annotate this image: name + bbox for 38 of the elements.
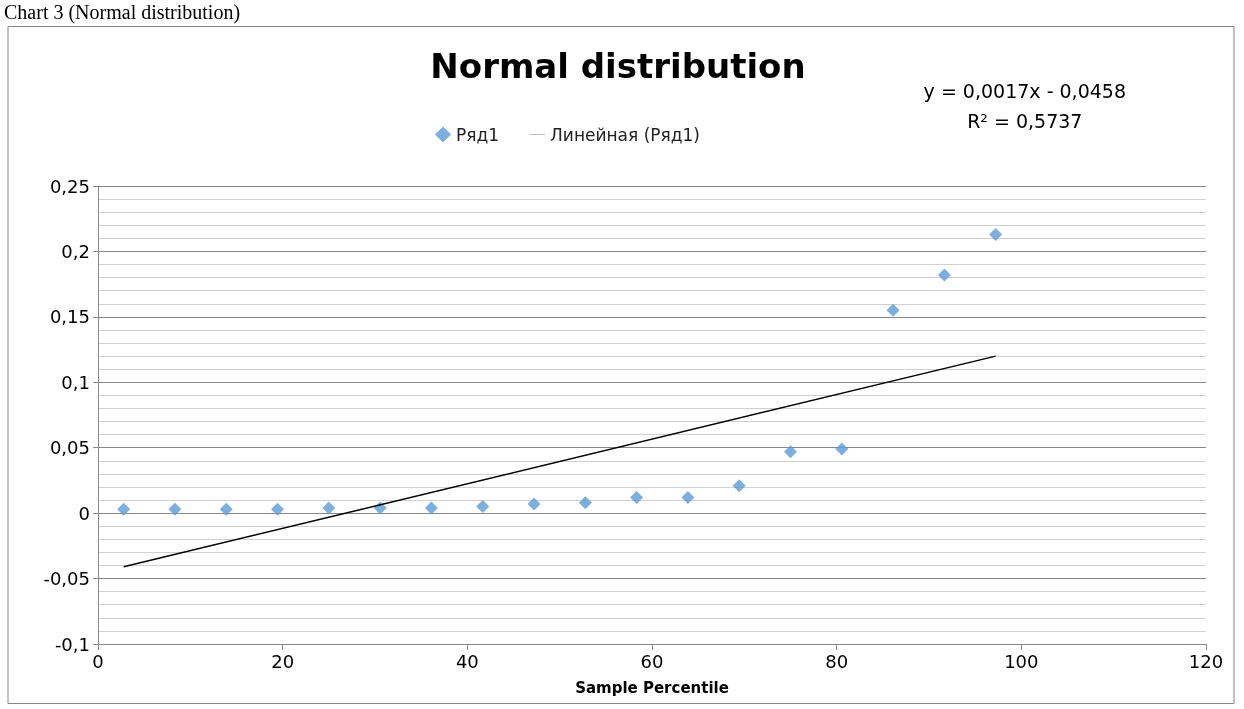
point — [578, 496, 592, 510]
y-tick-label: 0,2 — [61, 240, 90, 262]
y-tick-label: 0 — [78, 502, 90, 524]
x-tick-label: 120 — [1188, 650, 1224, 672]
point — [271, 502, 284, 516]
point — [168, 502, 182, 516]
point — [630, 490, 644, 504]
point — [424, 501, 438, 515]
legend-label: Линейная (Ряд1) — [550, 124, 700, 145]
y-tick-label: -0,1 — [54, 633, 90, 655]
x-tick-label: 20 — [271, 650, 295, 672]
point — [322, 501, 336, 515]
point — [732, 479, 746, 493]
x-tick-label: 100 — [1004, 650, 1039, 672]
x-tick-label: 80 — [825, 650, 849, 672]
y-tick-label: 0,1 — [61, 371, 90, 393]
x-tick-label: 40 — [455, 650, 479, 672]
caption: Chart 3 (Normal distribution) — [4, 0, 241, 24]
point — [476, 500, 490, 514]
point — [117, 502, 131, 516]
point — [219, 502, 233, 516]
y-tick-label: -0,05 — [43, 568, 90, 590]
point — [784, 445, 797, 459]
y-tick-label: 0,15 — [49, 306, 90, 328]
point — [681, 490, 695, 504]
point — [835, 442, 849, 456]
legend-label: Ряд1 — [456, 124, 500, 145]
chart-title: Normal distribution — [430, 46, 806, 86]
point — [937, 268, 951, 282]
point — [989, 227, 1003, 241]
x-tick-label: 0 — [92, 650, 104, 672]
y-tick-label: 0,05 — [49, 437, 90, 459]
y-tick-label: 0,25 — [49, 175, 90, 197]
point — [886, 303, 900, 317]
x-tick-label: 60 — [640, 650, 664, 672]
text: y = 0,0017x - 0,0458 R² = 0,5737 — [923, 80, 1126, 132]
point — [527, 497, 541, 511]
x-axis-title: Sample Percentile — [575, 678, 729, 697]
